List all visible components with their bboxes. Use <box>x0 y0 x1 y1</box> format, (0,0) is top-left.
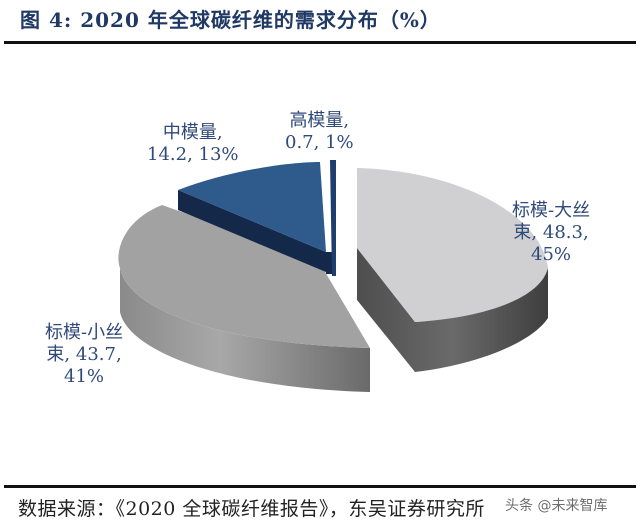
label-small-tow-line1: 标模-小丝 <box>45 322 124 343</box>
source-divider <box>4 485 636 488</box>
label-small-tow: 标模-小丝 束, 43.7, 41% <box>45 322 123 388</box>
label-mid-modulus: 中模量, 14.2, 13% <box>147 122 239 166</box>
title-divider <box>4 41 636 44</box>
chart-title: 图 4: 2020 年全球碳纤维的需求分布（%） <box>20 8 441 32</box>
pie-chart: 中模量, 14.2, 13% 高模量, 0.7, 1% 标模-大丝 束, 48.… <box>0 50 640 480</box>
label-high-modulus-line2: 0.7, 1% <box>285 132 354 153</box>
slice-mid-modulus <box>178 162 332 274</box>
slice-small-tow <box>118 205 371 392</box>
source-note: 数据来源：《2020 全球碳纤维报告》，东吴证券研究所 <box>18 498 485 520</box>
label-small-tow-line3: 41% <box>64 366 105 387</box>
label-small-tow-line2: 束, 43.7, <box>46 344 122 365</box>
slice-high-modulus <box>330 160 336 276</box>
watermark: 头条 @未来智库 <box>505 498 608 514</box>
label-high-modulus-line1: 高模量, <box>289 110 350 131</box>
label-large-tow-line2: 束, 48.3, <box>513 222 589 243</box>
label-mid-modulus-line2: 14.2, 13% <box>147 144 239 165</box>
label-large-tow-line3: 45% <box>531 244 572 265</box>
label-high-modulus: 高模量, 0.7, 1% <box>285 110 354 154</box>
label-large-tow: 标模-大丝 束, 48.3, 45% <box>512 200 590 266</box>
label-mid-modulus-line1: 中模量, <box>162 122 223 143</box>
slice-large-tow <box>357 168 548 372</box>
label-large-tow-line1: 标模-大丝 <box>512 200 591 221</box>
pie-chart-svg <box>118 160 548 392</box>
